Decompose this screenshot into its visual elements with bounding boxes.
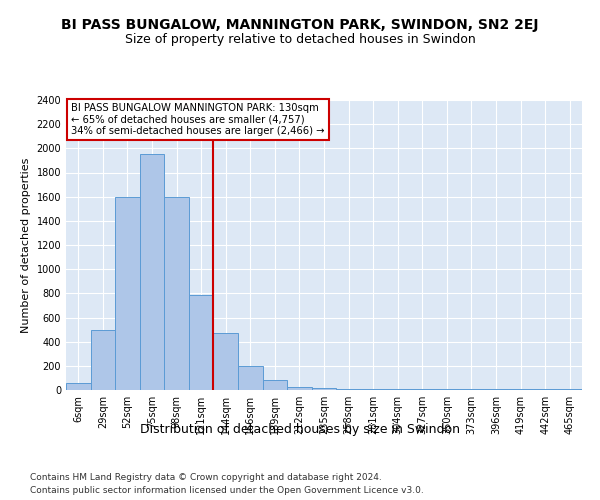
Bar <box>263 380 287 390</box>
Bar <box>66 383 91 390</box>
Bar <box>312 388 336 390</box>
Bar <box>287 386 312 390</box>
Bar <box>140 154 164 390</box>
Bar <box>336 389 361 390</box>
Bar <box>115 196 140 390</box>
Bar <box>214 333 238 390</box>
Text: BI PASS BUNGALOW MANNINGTON PARK: 130sqm
← 65% of detached houses are smaller (4: BI PASS BUNGALOW MANNINGTON PARK: 130sqm… <box>71 103 325 136</box>
Text: Distribution of detached houses by size in Swindon: Distribution of detached houses by size … <box>140 422 460 436</box>
Bar <box>238 366 263 390</box>
Bar <box>189 294 214 390</box>
Text: Size of property relative to detached houses in Swindon: Size of property relative to detached ho… <box>125 32 475 46</box>
Bar <box>91 330 115 390</box>
Text: Contains HM Land Registry data © Crown copyright and database right 2024.: Contains HM Land Registry data © Crown c… <box>30 472 382 482</box>
Text: Contains public sector information licensed under the Open Government Licence v3: Contains public sector information licen… <box>30 486 424 495</box>
Bar <box>164 196 189 390</box>
Y-axis label: Number of detached properties: Number of detached properties <box>21 158 31 332</box>
Text: BI PASS BUNGALOW, MANNINGTON PARK, SWINDON, SN2 2EJ: BI PASS BUNGALOW, MANNINGTON PARK, SWIND… <box>61 18 539 32</box>
